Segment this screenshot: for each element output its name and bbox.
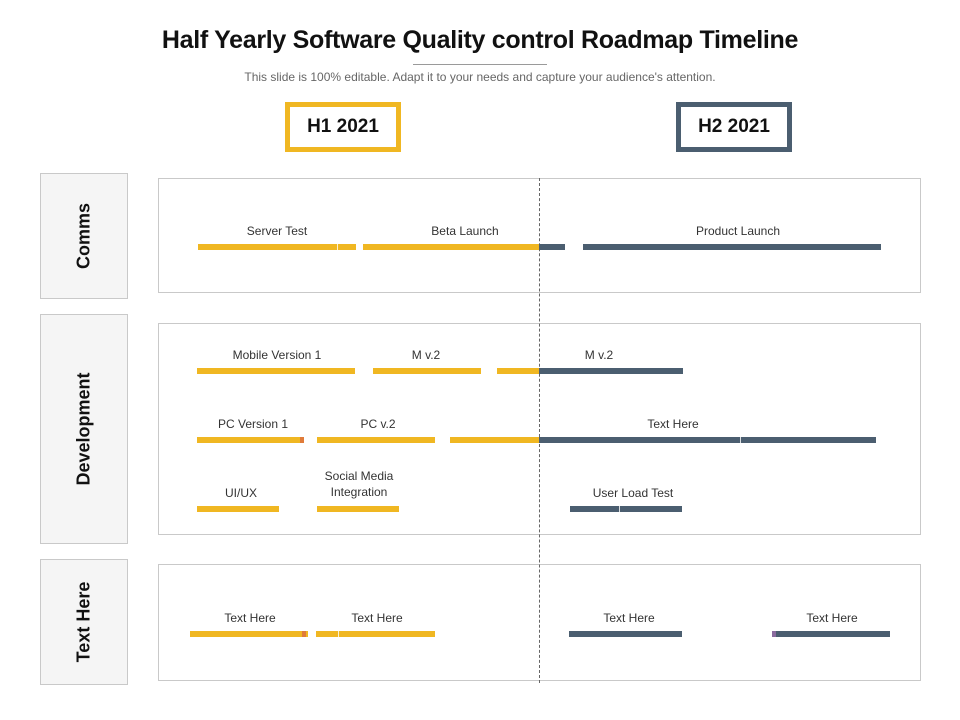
task-bar-beta-launch-h2 <box>539 244 565 250</box>
page-title: Half Yearly Software Quality control Roa… <box>161 26 799 54</box>
bar-segment-divider <box>338 631 339 637</box>
task-label-t3-2: Text Here <box>351 611 403 625</box>
period-h1-box: H1 2021 <box>285 102 401 152</box>
lane-label-text: Comms <box>73 202 94 270</box>
task-label-social-media-line1: Social Media <box>324 469 394 483</box>
task-label-ui-ux: UI/UX <box>224 486 258 500</box>
task-label-server-test: Server Test <box>246 224 308 238</box>
task-label-t3-3: Text Here <box>603 611 655 625</box>
task-bar-pc-version-1 <box>197 437 304 443</box>
task-label-pc-version-1: PC Version 1 <box>217 417 289 431</box>
bar-segment-divider <box>619 506 620 512</box>
bar-segment-divider <box>337 244 338 250</box>
task-bar-server-test <box>198 244 356 250</box>
lane-label-comms: Comms <box>40 173 128 299</box>
task-bar-pc-v2-h1 <box>450 437 539 443</box>
period-h2-box: H2 2021 <box>676 102 792 152</box>
task-bar-t3-4 <box>772 631 890 637</box>
task-bar-m-v2 <box>373 368 481 374</box>
task-label-t3-4: Text Here <box>806 611 858 625</box>
task-bar-beta-launch <box>363 244 539 250</box>
bar-start-marker <box>772 631 776 637</box>
title-underline <box>413 64 547 65</box>
task-bar-pc-v2 <box>317 437 435 443</box>
task-bar-dev-text-here <box>539 437 876 443</box>
lane-label-development: Development <box>40 314 128 544</box>
lane-label-text-here: Text Here <box>40 559 128 685</box>
task-label-beta-launch: Beta Launch <box>431 224 499 238</box>
lane-label-text: Development <box>73 372 94 486</box>
task-bar-ui-ux <box>197 506 279 512</box>
task-label-m-v2-h2: M v.2 <box>584 348 614 362</box>
period-h1-label: H1 2021 <box>307 116 379 137</box>
task-label-social-media-line2: Integration <box>330 485 388 499</box>
task-label-user-load-test: User Load Test <box>592 486 674 500</box>
task-label-t3-1: Text Here <box>224 611 276 625</box>
task-label-m-v2: M v.2 <box>411 348 441 362</box>
mid-year-divider <box>539 178 540 683</box>
period-h2-label: H2 2021 <box>698 116 770 137</box>
task-label-dev-text-here: Text Here <box>647 417 699 431</box>
task-bar-social-media <box>317 506 399 512</box>
task-bar-mobile-version-1 <box>197 368 355 374</box>
task-bar-t3-3 <box>569 631 682 637</box>
lane-label-text: Text Here <box>73 581 94 663</box>
task-bar-product-launch <box>583 244 881 250</box>
bar-segment-divider <box>740 437 741 443</box>
task-bar-t3-2 <box>316 631 435 637</box>
bar-end-marker <box>302 631 306 637</box>
task-bar-m-v2-h1 <box>497 368 539 374</box>
task-label-product-launch: Product Launch <box>695 224 781 238</box>
task-bar-t3-1 <box>190 631 308 637</box>
bar-end-marker <box>300 437 304 443</box>
page-subtitle: This slide is 100% editable. Adapt it to… <box>244 70 716 84</box>
task-bar-user-load-test <box>570 506 682 512</box>
task-label-mobile-version-1: Mobile Version 1 <box>232 348 322 362</box>
task-label-pc-v2: PC v.2 <box>360 417 396 431</box>
task-bar-m-v2-h2 <box>539 368 683 374</box>
